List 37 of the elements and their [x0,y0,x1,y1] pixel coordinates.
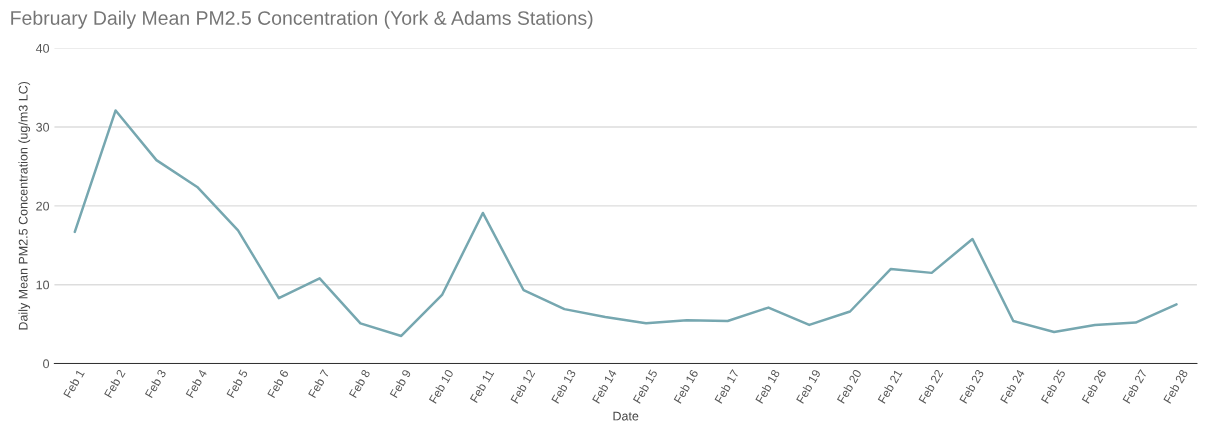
x-tick-label: Feb 1 [62,368,85,399]
y-axis-title: Daily Mean PM2.5 Concentration (ug/m3 LC) [18,81,31,330]
x-tick-label: Feb 9 [389,368,412,399]
x-tick-label: Feb 23 [959,368,985,404]
x-tick-label: Feb 2 [103,368,126,399]
x-tick-label: Feb 15 [632,368,658,404]
y-tick-label: 10 [36,280,50,290]
x-tick-label: Feb 17 [714,368,740,404]
x-tick-label: Feb 25 [1040,368,1066,404]
chart-title: February Daily Mean PM2.5 Concentration (York & Adams Stations) [11,10,593,29]
x-tick-label: Feb 13 [550,368,577,404]
x-axis-title: Date [613,411,639,421]
x-tick-label: Feb 20 [836,368,862,404]
x-tick-label: Feb 12 [510,368,536,404]
x-tick-label: Feb 26 [1081,368,1107,404]
x-tick-label: Feb 21 [877,368,903,404]
x-tick-label: Feb 18 [755,368,781,404]
x-tick-label: Feb 16 [673,368,699,404]
y-tick-label: 20 [36,201,50,211]
x-tick-label: Feb 28 [1163,368,1189,404]
x-tick-label: Feb 27 [1122,368,1148,404]
line-series [73,109,1178,338]
x-tick-label: Feb 3 [144,368,167,399]
x-tick-label: Feb 22 [918,368,944,404]
x-tick-label: Feb 24 [999,368,1026,404]
x-tick-label: Feb 11 [469,368,495,403]
x-tick-label: Feb 14 [591,368,618,404]
x-tick-label: Feb 19 [795,368,821,404]
x-tick-label: Feb 6 [267,368,289,399]
x-tick-label: Feb 10 [428,368,454,404]
x-tick-label: Feb 8 [348,368,371,399]
y-tick-label: 0 [43,359,50,369]
x-tick-label: Feb 4 [185,368,208,399]
x-tick-label: Feb 5 [226,368,249,399]
y-tick-label: 30 [36,122,50,132]
y-tick-label: 40 [35,43,50,53]
x-tick-label: Feb 7 [307,368,330,399]
